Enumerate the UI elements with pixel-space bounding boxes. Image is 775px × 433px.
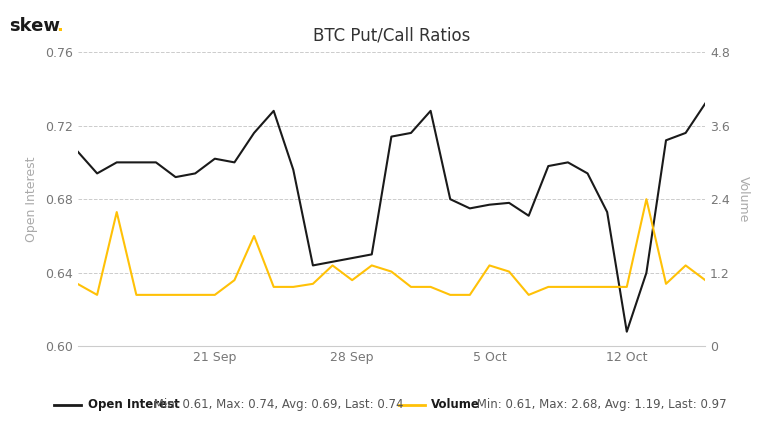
Text: .: . xyxy=(56,17,63,36)
Text: Volume: Volume xyxy=(431,398,480,411)
Text: skew: skew xyxy=(9,17,60,36)
Title: BTC Put/Call Ratios: BTC Put/Call Ratios xyxy=(312,27,470,45)
Y-axis label: Open Interest: Open Interest xyxy=(25,156,38,242)
Text: Open Interest: Open Interest xyxy=(88,398,179,411)
Y-axis label: Volume: Volume xyxy=(737,176,750,223)
Text: Min: 0.61, Max: 2.68, Avg: 1.19, Last: 0.97: Min: 0.61, Max: 2.68, Avg: 1.19, Last: 0… xyxy=(473,398,726,411)
Text: Min: 0.61, Max: 0.74, Avg: 0.69, Last: 0.74: Min: 0.61, Max: 0.74, Avg: 0.69, Last: 0… xyxy=(150,398,403,411)
